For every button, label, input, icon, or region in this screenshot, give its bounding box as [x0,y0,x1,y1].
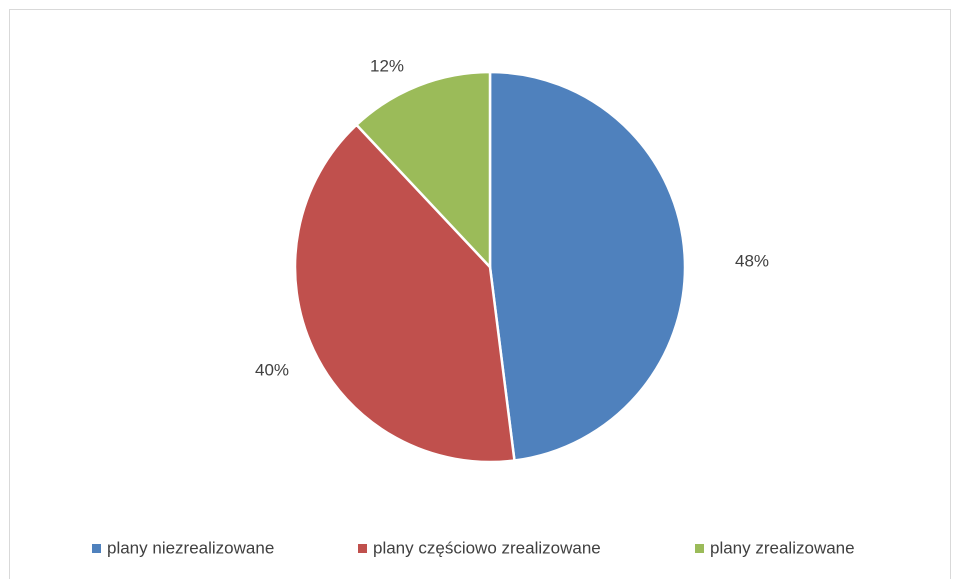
legend-label-3: plany zrealizowane [710,538,855,557]
data-label-2: 40% [255,360,289,379]
legend-swatch-1 [92,544,101,553]
legend-swatch-2 [358,544,367,553]
legend-swatch-3 [695,544,704,553]
legend: plany niezrealizowane plany częściowo zre… [92,538,855,557]
data-label-3: 12% [370,56,404,75]
legend-label-2: plany częściowo zrealizowane [373,538,601,557]
data-label-1: 48% [735,251,769,270]
legend-label-1: plany niezrealizowane [107,538,274,557]
pie-slices [295,72,685,462]
pie-slice-1 [490,72,685,460]
